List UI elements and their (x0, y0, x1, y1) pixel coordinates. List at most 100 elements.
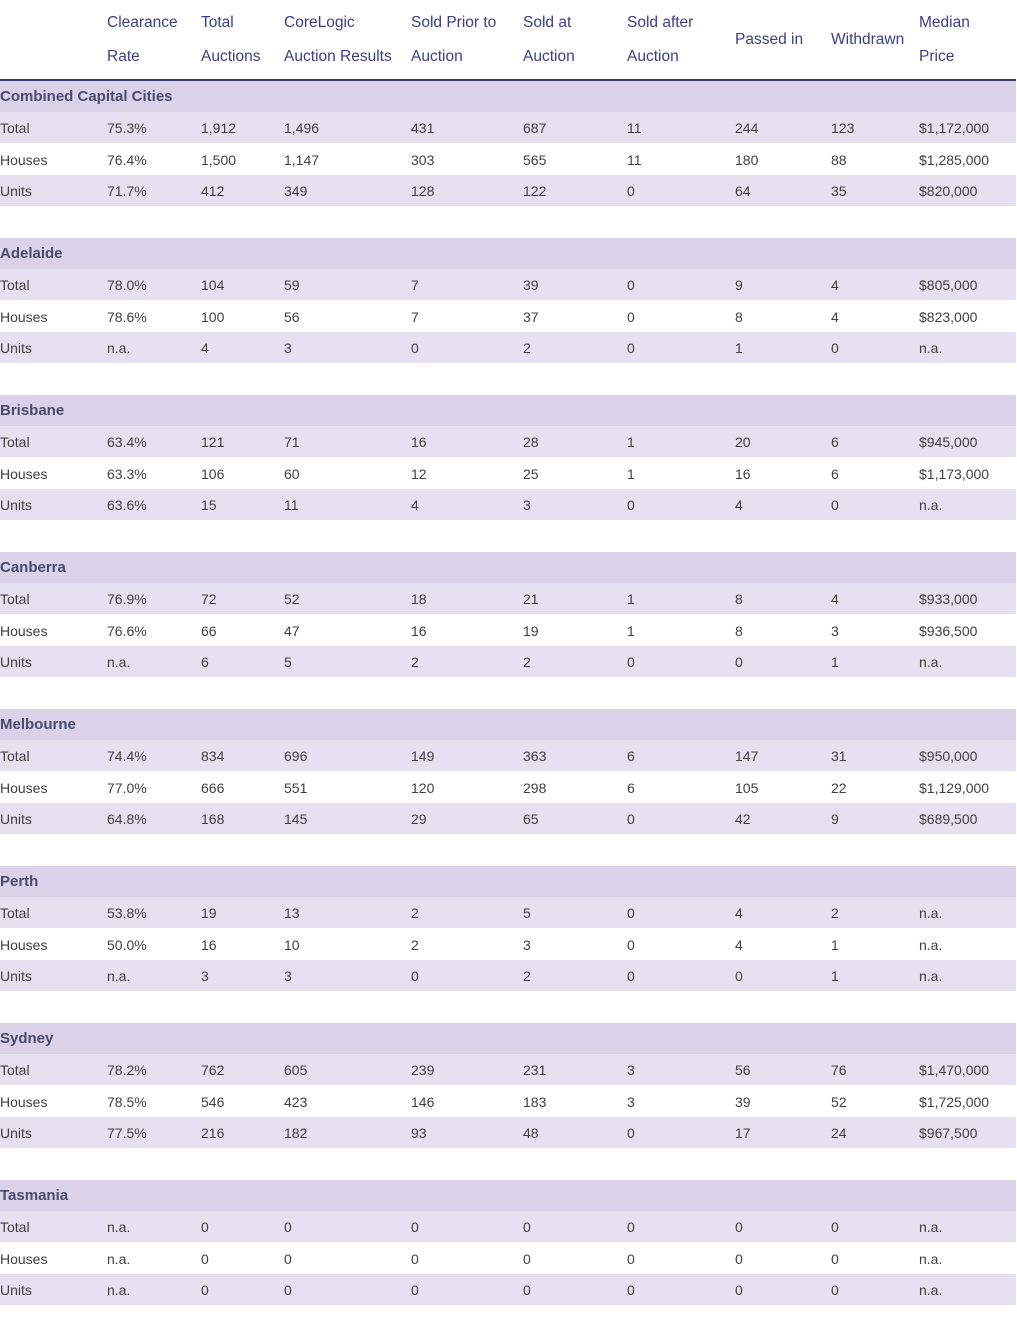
table-cell: 104 (201, 269, 284, 301)
spacer-cell (0, 520, 1016, 552)
table-cell: 349 (284, 175, 411, 206)
table-cell: 42 (735, 803, 831, 834)
group-spacer (0, 1148, 1016, 1180)
table-cell: 4 (411, 489, 523, 520)
table-cell: 3 (627, 1054, 735, 1086)
group-header-row: Adelaide (0, 238, 1016, 269)
table-cell: 22 (831, 779, 847, 796)
table-cell: 183 (523, 1093, 547, 1110)
table-cell: 66 (201, 622, 217, 639)
row-label: Houses (0, 936, 48, 953)
table-cell: 0 (735, 1274, 831, 1305)
table-cell: 74.4% (107, 740, 201, 772)
table-cell: 35 (831, 175, 919, 206)
table-cell: 78.2% (107, 1054, 201, 1086)
column-header-line: Passed in (735, 30, 804, 48)
table-cell: 52 (284, 583, 411, 615)
table-cell: 1,500 (201, 151, 237, 168)
row-label: Houses (0, 308, 48, 325)
table-cell: 65 (523, 803, 627, 834)
table-cell: 834 (201, 740, 284, 772)
table-cell: 431 (411, 112, 523, 144)
table-cell: 1 (831, 936, 839, 953)
table-cell: 76.4% (107, 151, 147, 168)
group-name: Melbourne (0, 709, 1016, 740)
table-row: Houses n.a. 0 0 0 0 0 0 0 n.a. (0, 1243, 1016, 1275)
table-cell: 63.3% (107, 465, 147, 482)
table-cell: 16 (411, 622, 427, 639)
table-cell: 9 (735, 269, 831, 301)
table-cell: 3 (627, 1093, 635, 1110)
table-cell: 0 (627, 1211, 735, 1243)
table-cell: 106 (201, 465, 225, 482)
table-cell: 75.3% (107, 112, 201, 144)
table-cell: 0 (201, 1250, 209, 1267)
table-cell: 4 (735, 897, 831, 929)
column-header-line: Rate (107, 47, 140, 65)
table-row: Units n.a. 6 5 2 2 0 0 1 n.a. (0, 646, 1016, 677)
table-cell: n.a. (107, 960, 201, 991)
table-cell: 13 (284, 897, 411, 929)
table-cell: n.a. (919, 1250, 943, 1267)
table-cell: n.a. (107, 1250, 131, 1267)
table-cell: 0 (523, 1211, 627, 1243)
table-cell: 0 (627, 489, 735, 520)
group-header-row: Combined Capital Cities (0, 80, 1016, 112)
table-cell: 8 (735, 308, 743, 325)
column-header: Clearance Rate (107, 0, 201, 81)
table-cell: 12 (411, 465, 427, 482)
table-cell: 239 (411, 1054, 523, 1086)
table-cell: $1,173,000 (919, 465, 990, 482)
row-label: Units (0, 1274, 107, 1305)
table-cell: n.a. (919, 489, 1016, 520)
column-header-line: Auction (411, 47, 463, 65)
table-cell: 52 (831, 1093, 847, 1110)
table-cell: 17 (735, 1117, 831, 1148)
group-spacer (0, 520, 1016, 552)
table-cell: 120 (411, 779, 435, 796)
table-cell: 1 (627, 465, 635, 482)
row-label: Units (0, 175, 107, 206)
table-cell: n.a. (107, 332, 201, 363)
table-cell: 39 (523, 269, 627, 301)
table-cell: 3 (284, 960, 411, 991)
table-cell: 696 (284, 740, 411, 772)
table-cell: 4 (201, 332, 284, 363)
table-cell: 15 (201, 489, 284, 520)
table-cell: 6 (831, 465, 839, 482)
table-cell: 762 (201, 1054, 284, 1086)
table-cell: 0 (411, 1211, 523, 1243)
group-header-row: Perth (0, 866, 1016, 897)
table-cell: 63.6% (107, 489, 201, 520)
table-row: Total 74.4% 834 696 149 363 6 147 31 $950,000 (0, 740, 1016, 772)
header-blank (0, 0, 107, 81)
group-spacer (0, 363, 1016, 395)
row-label: Units (0, 332, 107, 363)
table-cell: n.a. (919, 1211, 1016, 1243)
table-cell: 18 (411, 583, 523, 615)
table-cell: 29 (411, 803, 523, 834)
table-row: Total n.a. 0 0 0 0 0 0 0 n.a. (0, 1211, 1016, 1243)
column-header-line: Total (201, 13, 234, 31)
table-cell: 121 (201, 426, 284, 458)
group-name: Sydney (0, 1023, 1016, 1054)
group-spacer (0, 991, 1016, 1023)
table-cell: 0 (735, 1250, 743, 1267)
table-row: Houses 78.5% 546 423 146 183 3 39 52 $1,725,000 (0, 1086, 1016, 1118)
table-row: Units n.a. 0 0 0 0 0 0 0 n.a. (0, 1274, 1016, 1305)
table-cell: 0 (284, 1250, 292, 1267)
table-cell: 56 (735, 1054, 831, 1086)
header-row: Clearance Rate Total Auctions CoreLogic Aucti… (0, 0, 1016, 81)
table-cell: 1,912 (201, 112, 284, 144)
group-name: Tasmania (0, 1180, 1016, 1211)
table-cell: 50.0% (107, 936, 147, 953)
table-cell: 59 (284, 269, 411, 301)
table-cell: 48 (523, 1117, 627, 1148)
table-cell: 71.7% (107, 175, 201, 206)
table-cell: 93 (411, 1117, 523, 1148)
row-label: Total (0, 269, 107, 301)
table-cell: 7 (411, 308, 419, 325)
table-cell: $1,470,000 (919, 1054, 1016, 1086)
table-cell: 19 (523, 622, 539, 639)
table-cell: 53.8% (107, 897, 201, 929)
